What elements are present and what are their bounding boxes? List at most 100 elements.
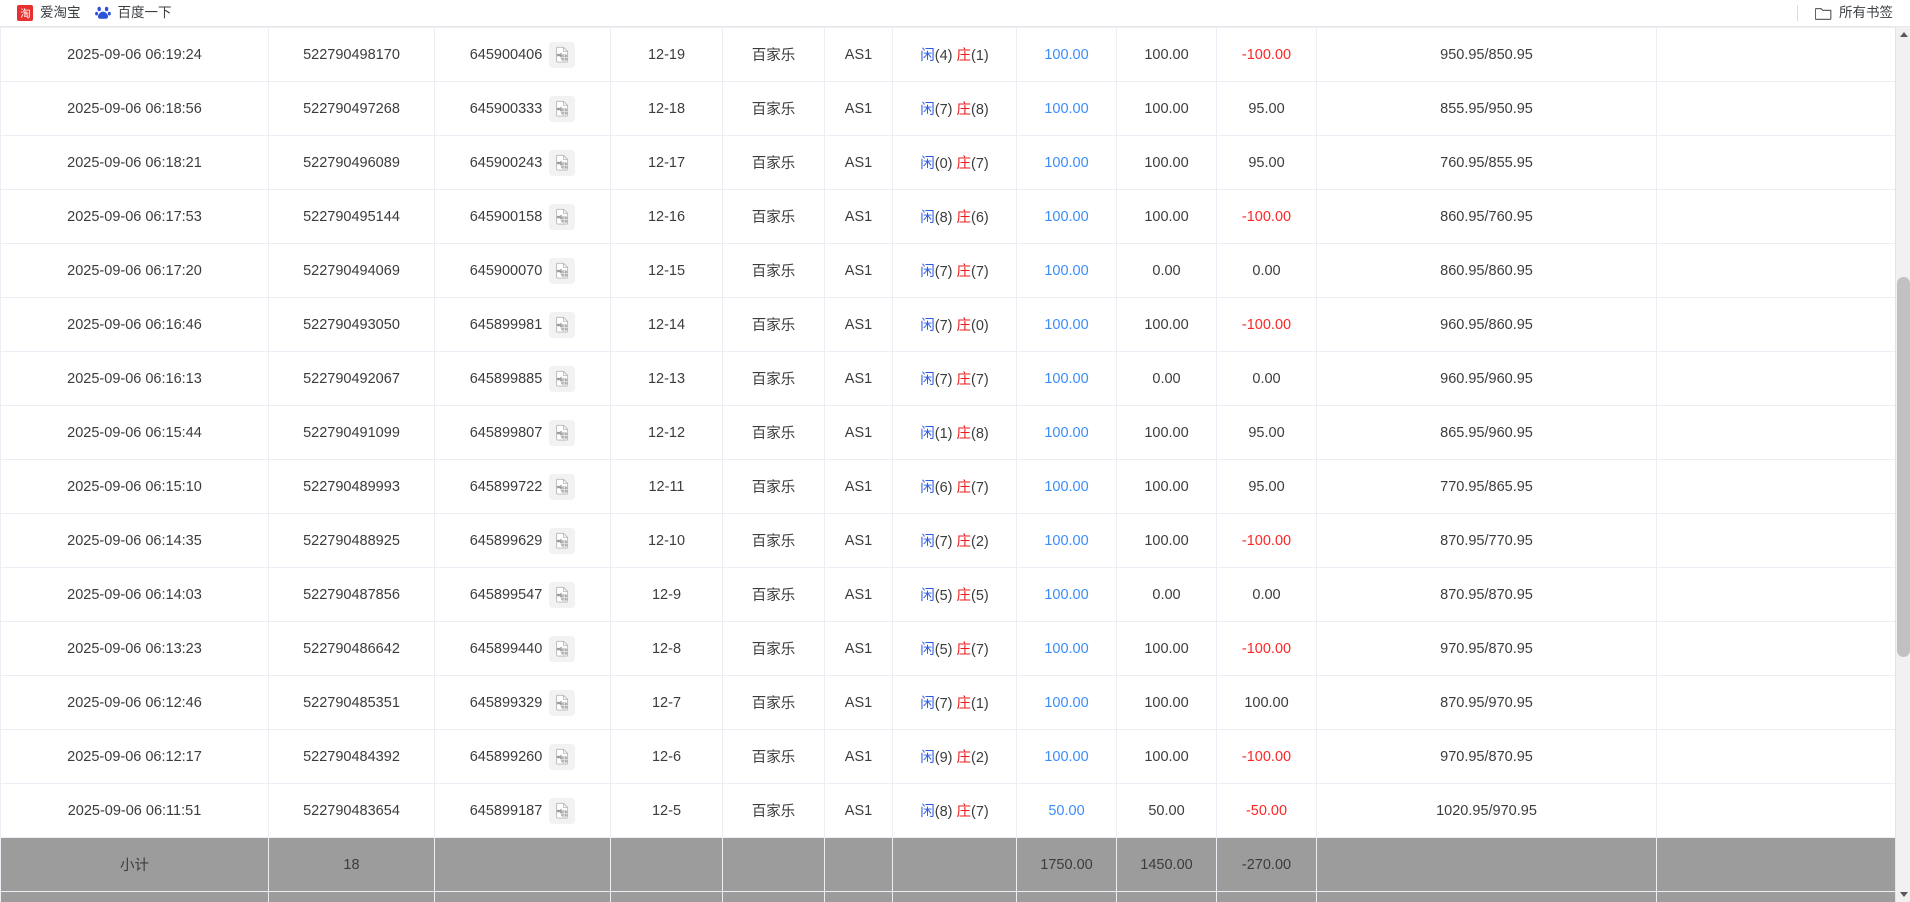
cell-time: 2025-09-06 06:14:35 (0, 513, 269, 568)
video-replay-icon[interactable] (549, 689, 576, 716)
video-replay-icon[interactable] (549, 311, 576, 338)
video-replay-icon[interactable] (549, 95, 576, 122)
table-row[interactable]: 2025-09-06 06:12:46 522790485351 645899329… (0, 675, 1897, 730)
table-row[interactable]: 2025-09-06 06:19:24 522790498170 645900406… (0, 27, 1897, 82)
video-replay-icon[interactable] (549, 257, 576, 284)
round-id-wrapper: 645900158 (439, 203, 606, 230)
cell-valid-bet: 100.00 (1116, 27, 1217, 82)
cell-table-name: AS1 (824, 567, 893, 622)
bet-records-scroll-area[interactable]: 2025-09-06 06:19:24 522790498170 645900406… (0, 27, 1910, 902)
table-row[interactable]: 2025-09-06 06:15:10 522790489993 645899722… (0, 459, 1897, 514)
cell-time-value: 2025-09-06 06:18:21 (67, 154, 202, 171)
video-replay-icon[interactable] (549, 743, 576, 770)
scrollbar-thumb[interactable] (1897, 277, 1910, 657)
bookmark-item-taobao[interactable]: 淘 爱淘宝 (10, 3, 88, 23)
cell-table-name-value: AS1 (844, 532, 873, 549)
player-score: (5) (934, 642, 957, 658)
cell-round-no: 12-12 (610, 405, 723, 460)
cell-win-loss-value: 0.00 (1252, 370, 1281, 387)
table-row[interactable]: 2025-09-06 06:15:44 522790491099 645899807… (0, 405, 1897, 460)
cell-round-no-value: 12-11 (648, 478, 685, 495)
video-replay-icon[interactable] (549, 635, 576, 662)
table-row[interactable]: 2025-09-06 06:12:17 522790484392 645899260… (0, 729, 1897, 784)
video-replay-icon[interactable] (549, 527, 576, 554)
player-score: (1) (934, 426, 957, 442)
cell-game-name-value: 百家乐 (751, 750, 796, 766)
banker-score: (8) (971, 102, 989, 118)
round-id-value: 645899981 (469, 316, 543, 333)
table-row[interactable]: 2025-09-06 06:13:23 522790486642 645899440… (0, 621, 1897, 676)
cell-spacer (1656, 351, 1897, 406)
cell-bet-amount-value: 100.00 (1044, 262, 1089, 279)
summary-blank (1316, 891, 1657, 902)
cell-valid-bet: 100.00 (1116, 135, 1217, 190)
banker-score: (7) (971, 642, 989, 658)
video-replay-icon[interactable] (549, 797, 576, 824)
cell-result: 闲(7) 庄(7) (892, 243, 1017, 298)
cell-bet-amount-value: 100.00 (1044, 586, 1089, 603)
cell-bet-id: 522790496089 (268, 135, 435, 190)
table-row[interactable]: 2025-09-06 06:17:20 522790494069 645900070… (0, 243, 1897, 298)
banker-label: 庄 (956, 426, 972, 442)
cell-time: 2025-09-06 06:18:21 (0, 135, 269, 190)
cell-spacer (1656, 405, 1897, 460)
banker-label: 庄 (956, 696, 972, 712)
summary-count: 18 (268, 837, 435, 892)
cell-game-name-value: 百家乐 (751, 642, 796, 658)
vertical-scrollbar[interactable] (1895, 27, 1910, 902)
video-replay-icon[interactable] (549, 581, 576, 608)
cell-game-name-value: 百家乐 (751, 804, 796, 820)
cell-round-no: 12-13 (610, 351, 723, 406)
cell-valid-bet-value: 0.00 (1152, 262, 1181, 279)
cell-time-value: 2025-09-06 06:18:56 (67, 100, 202, 117)
all-bookmarks-button[interactable]: 所有书签 (1808, 4, 1900, 23)
cell-table-name-value: AS1 (844, 46, 873, 63)
scroll-down-arrow-icon[interactable] (1896, 887, 1910, 902)
cell-balance-value: 870.95/970.95 (1440, 694, 1533, 711)
table-row[interactable]: 2025-09-06 06:14:35 522790488925 645899629… (0, 513, 1897, 568)
cell-valid-bet-value: 100.00 (1144, 100, 1189, 117)
cell-valid-bet: 0.00 (1116, 243, 1217, 298)
video-replay-icon[interactable] (549, 365, 576, 392)
table-row[interactable]: 2025-09-06 06:18:21 522790496089 645900243… (0, 135, 1897, 190)
cell-bet-id: 522790495144 (268, 189, 435, 244)
cell-result: 闲(8) 庄(7) (892, 783, 1017, 838)
banker-label: 庄 (956, 156, 972, 172)
table-row[interactable]: 2025-09-06 06:18:56 522790497268 645900333… (0, 81, 1897, 136)
bookmark-item-baidu[interactable]: 百度一下 (88, 3, 179, 23)
cell-round-no: 12-7 (610, 675, 723, 730)
cell-win-loss: -100.00 (1216, 297, 1317, 352)
video-replay-icon[interactable] (549, 419, 576, 446)
table-row[interactable]: 2025-09-06 06:16:46 522790493050 645899981… (0, 297, 1897, 352)
video-replay-icon[interactable] (549, 149, 576, 176)
cell-valid-bet-value: 100.00 (1144, 478, 1189, 495)
round-id-value: 645899329 (469, 694, 543, 711)
cell-round-id: 645899187 (434, 783, 611, 838)
scroll-up-arrow-icon[interactable] (1896, 27, 1910, 42)
cell-bet-id: 522790491099 (268, 405, 435, 460)
cell-bet-id-value: 522790494069 (303, 262, 400, 279)
cell-win-loss: 95.00 (1216, 405, 1317, 460)
video-replay-icon[interactable] (549, 41, 576, 68)
cell-bet-amount-value: 100.00 (1044, 478, 1089, 495)
summary-blank (1316, 837, 1657, 892)
table-row[interactable]: 2025-09-06 06:16:13 522790492067 645899885… (0, 351, 1897, 406)
cell-table-name-value: AS1 (844, 478, 873, 495)
cell-spacer (1656, 621, 1897, 676)
cell-balance: 865.95/960.95 (1316, 405, 1657, 460)
table-row[interactable]: 2025-09-06 06:17:53 522790495144 645900158… (0, 189, 1897, 244)
cell-bet-id: 522790498170 (268, 27, 435, 82)
cell-table-name-value: AS1 (844, 694, 873, 711)
cell-balance: 855.95/950.95 (1316, 81, 1657, 136)
banker-score: (0) (971, 318, 989, 334)
table-row[interactable]: 2025-09-06 06:14:03 522790487856 645899547… (0, 567, 1897, 622)
cell-game-name-value: 百家乐 (751, 318, 796, 334)
table-row[interactable]: 2025-09-06 06:11:51 522790483654 645899187… (0, 783, 1897, 838)
cell-balance-value: 960.95/860.95 (1440, 316, 1533, 333)
cell-round-no: 12-18 (610, 81, 723, 136)
cell-valid-bet: 0.00 (1116, 351, 1217, 406)
cell-round-no-value: 12-6 (651, 748, 682, 765)
video-replay-icon[interactable] (549, 473, 576, 500)
video-replay-icon[interactable] (549, 203, 576, 230)
cell-balance: 870.95/870.95 (1316, 567, 1657, 622)
